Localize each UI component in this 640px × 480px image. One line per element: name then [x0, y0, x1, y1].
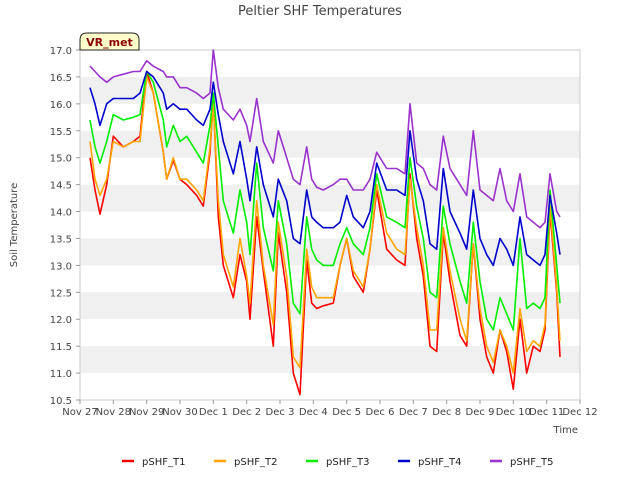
y-tick-label: 16.0 — [50, 100, 72, 111]
x-tick-label: Dec 11 — [529, 407, 564, 418]
y-tick-label: 15.0 — [50, 154, 72, 165]
series-line-pSHF_T4 — [89, 70, 561, 267]
x-tick-label: Dec 1 — [199, 407, 228, 418]
x-tick-label: Dec 2 — [232, 407, 261, 418]
y-axis-label: Soil Temperature — [9, 183, 20, 268]
legend: pSHF_T1 pSHF_T2 pSHF_T3 pSHF_T4 pSHF_T5 — [122, 457, 553, 468]
x-tick-label: Dec 12 — [562, 407, 597, 418]
grid-band — [80, 238, 580, 266]
x-axis-label: Time — [553, 425, 578, 436]
x-tick-label: Nov 29 — [129, 407, 164, 418]
x-tick-label: Nov 30 — [162, 407, 197, 418]
legend-label: pSHF_T1 — [142, 457, 185, 468]
y-tick-label: 14.0 — [50, 208, 72, 219]
y-tick-label: 10.5 — [50, 396, 72, 407]
y-tick-label: 16.5 — [50, 73, 72, 84]
x-tick-label: Nov 28 — [96, 407, 131, 418]
x-tick-label: Dec 9 — [466, 407, 495, 418]
grid-band — [80, 346, 580, 374]
x-tick-label: Dec 8 — [432, 407, 461, 418]
legend-label: pSHF_T5 — [510, 457, 553, 468]
legend-label: pSHF_T4 — [418, 457, 461, 468]
grid-band — [80, 130, 580, 158]
series-line-pSHF_T3 — [89, 70, 561, 331]
series-line-pSHF_T5 — [89, 49, 561, 229]
y-tick-label: 14.5 — [50, 181, 72, 192]
y-tick-label: 11.5 — [50, 342, 72, 353]
series-line-pSHF_T2 — [89, 76, 561, 374]
y-tick-label: 15.5 — [50, 127, 72, 138]
x-tick-label: Dec 6 — [366, 407, 395, 418]
badge-shape — [79, 32, 140, 51]
badge-label: VR_met — [86, 36, 133, 49]
series-lines — [89, 49, 561, 396]
plot-area — [79, 49, 581, 401]
site-badge: VR_met — [79, 32, 140, 51]
x-tick-label: Dec 10 — [496, 407, 531, 418]
y-tick-label: 13.5 — [50, 234, 72, 245]
y-tick-label: 11.0 — [50, 369, 72, 380]
x-tick-label: Nov 27 — [62, 407, 97, 418]
grid-band — [80, 76, 580, 104]
x-tick-label: Dec 5 — [332, 407, 361, 418]
grid-band — [80, 292, 580, 320]
x-tick-label: Dec 7 — [399, 407, 428, 418]
y-tick-label: 17.0 — [50, 46, 72, 57]
x-tick-label: Dec 3 — [266, 407, 295, 418]
y-axis: 10.5 11.0 11.5 12.0 12.5 13.0 13.5 14.0 14.5 15.0… — [50, 46, 80, 407]
legend-label: pSHF_T3 — [326, 457, 369, 468]
y-tick-label: 12.0 — [50, 315, 72, 326]
series-line-pSHF_T1 — [89, 70, 561, 396]
chart-title: Peltier SHF Temperatures — [238, 4, 402, 19]
x-tick-label: Dec 4 — [299, 407, 328, 418]
grid-band — [80, 184, 580, 212]
grid-bands — [80, 76, 580, 374]
legend-label: pSHF_T2 — [234, 457, 277, 468]
y-tick-label: 13.0 — [50, 261, 72, 272]
y-tick-label: 12.5 — [50, 288, 72, 299]
